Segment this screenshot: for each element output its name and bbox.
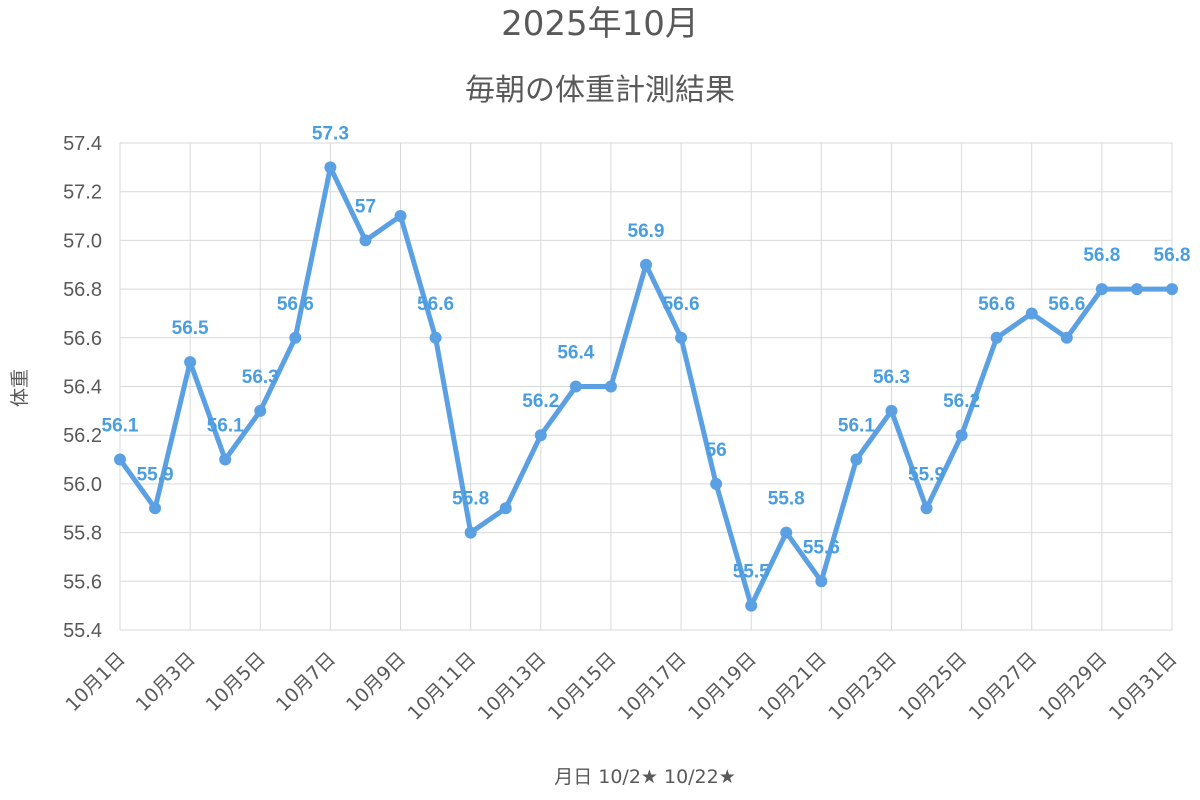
x-tick-label: 10月23日 (824, 648, 901, 725)
x-tick-label: 10月1日 (61, 648, 129, 716)
data-point (604, 380, 617, 393)
data-point (640, 258, 652, 271)
data-label: 55.9 (908, 464, 945, 485)
data-label: 55.5 (733, 562, 770, 583)
data-label: 56.2 (522, 391, 559, 412)
data-point (920, 502, 933, 515)
y-tick-label: 57.0 (63, 230, 102, 252)
y-tick-label: 56.6 (63, 328, 102, 350)
y-tick-label: 56.0 (63, 474, 102, 496)
grid-lines (119, 142, 1173, 631)
x-tick-label: 10月29日 (1035, 648, 1112, 725)
data-point (289, 331, 302, 344)
y-tick-label: 55.4 (63, 620, 102, 642)
x-tick-label: 10月9日 (342, 648, 410, 716)
x-tick-label: 10月13日 (474, 648, 551, 725)
x-axis-ticks: 10月1日 10月3日 10月5日 10月7日 10月9日10月11日10月13日10月… (61, 648, 1181, 725)
data-point (359, 234, 372, 247)
data-label: 55.9 (137, 464, 174, 485)
data-point (464, 526, 477, 539)
x-tick-label: 10月21日 (754, 648, 831, 725)
data-label: 56 (706, 440, 727, 461)
data-point (815, 575, 828, 588)
data-point (850, 453, 863, 466)
data-point (149, 502, 162, 515)
data-point (1095, 283, 1108, 296)
data-label: 56.8 (1083, 245, 1120, 266)
y-tick-label: 57.2 (63, 182, 102, 204)
x-tick-label: 10月27日 (965, 648, 1042, 725)
data-labels: 56.1 55.9 56.5 56.1 56.3 56.6 57.3 57 56.6 55.8 56… (102, 123, 1191, 582)
data-point (780, 526, 793, 539)
data-label: 56.6 (978, 294, 1015, 315)
data-label: 56.8 (1154, 245, 1191, 266)
data-label: 56.6 (277, 294, 314, 315)
data-label: 55.8 (452, 489, 489, 510)
x-tick-label: 10月19日 (684, 648, 761, 725)
chart-subtitle: 毎朝の体重計測結果 (465, 73, 735, 108)
data-point (1130, 283, 1143, 296)
data-label: 56.1 (207, 416, 244, 437)
data-point (1166, 283, 1178, 296)
y-tick-label: 55.6 (63, 571, 102, 593)
data-point (885, 404, 898, 417)
data-label: 56.3 (873, 367, 910, 388)
data-point (1025, 307, 1038, 320)
data-label: 56.1 (838, 416, 875, 437)
data-point (955, 429, 968, 442)
data-point (219, 453, 232, 466)
x-tick-label: 10月25日 (895, 648, 972, 725)
data-point (184, 356, 197, 369)
data-point (1060, 331, 1073, 344)
x-tick-label: 10月3日 (132, 648, 200, 716)
x-tick-label: 10月31日 (1105, 648, 1182, 725)
x-tick-label: 10月11日 (404, 648, 481, 725)
data-label: 55.6 (803, 537, 840, 558)
data-label: 57 (355, 196, 376, 217)
y-tick-label: 56.8 (63, 279, 102, 301)
x-tick-label: 10月17日 (614, 648, 691, 725)
y-tick-label: 56.2 (63, 425, 102, 447)
data-point (569, 380, 582, 393)
x-axis-title: 月日 10/2★ 10/22★ (554, 766, 736, 788)
data-label: 56.3 (242, 367, 279, 388)
x-tick-label: 10月5日 (202, 648, 270, 716)
data-point (710, 477, 723, 490)
data-point (990, 331, 1003, 344)
data-point (324, 161, 337, 174)
series-points (114, 161, 1178, 612)
data-label: 56.1 (102, 416, 139, 437)
data-point (745, 599, 758, 612)
x-tick-label: 10月15日 (544, 648, 621, 725)
data-label: 56.2 (943, 391, 980, 412)
data-label: 57.3 (312, 123, 349, 144)
y-tick-label: 55.8 (63, 523, 102, 545)
data-point (675, 331, 688, 344)
data-point (429, 331, 442, 344)
data-label: 55.8 (768, 489, 805, 510)
data-label: 56.6 (663, 294, 700, 315)
x-tick-label: 10月7日 (272, 648, 340, 716)
data-point (114, 453, 126, 466)
data-point (534, 429, 547, 442)
y-tick-label: 56.4 (63, 377, 102, 399)
data-point (394, 210, 407, 223)
data-label: 56.9 (628, 221, 665, 242)
y-axis-ticks: 55.4 55.6 55.8 56.0 56.2 56.4 56.6 56.8 57.0 57.2… (63, 133, 102, 642)
data-label: 56.4 (557, 343, 594, 364)
data-point (254, 404, 267, 417)
data-label: 56.6 (1048, 294, 1085, 315)
y-axis-title: 体重 (9, 369, 31, 407)
data-label: 56.5 (172, 318, 209, 339)
data-point (499, 502, 512, 515)
chart-title: 2025年10月 (501, 4, 699, 44)
data-label: 56.6 (417, 294, 454, 315)
y-tick-label: 57.4 (63, 133, 102, 155)
